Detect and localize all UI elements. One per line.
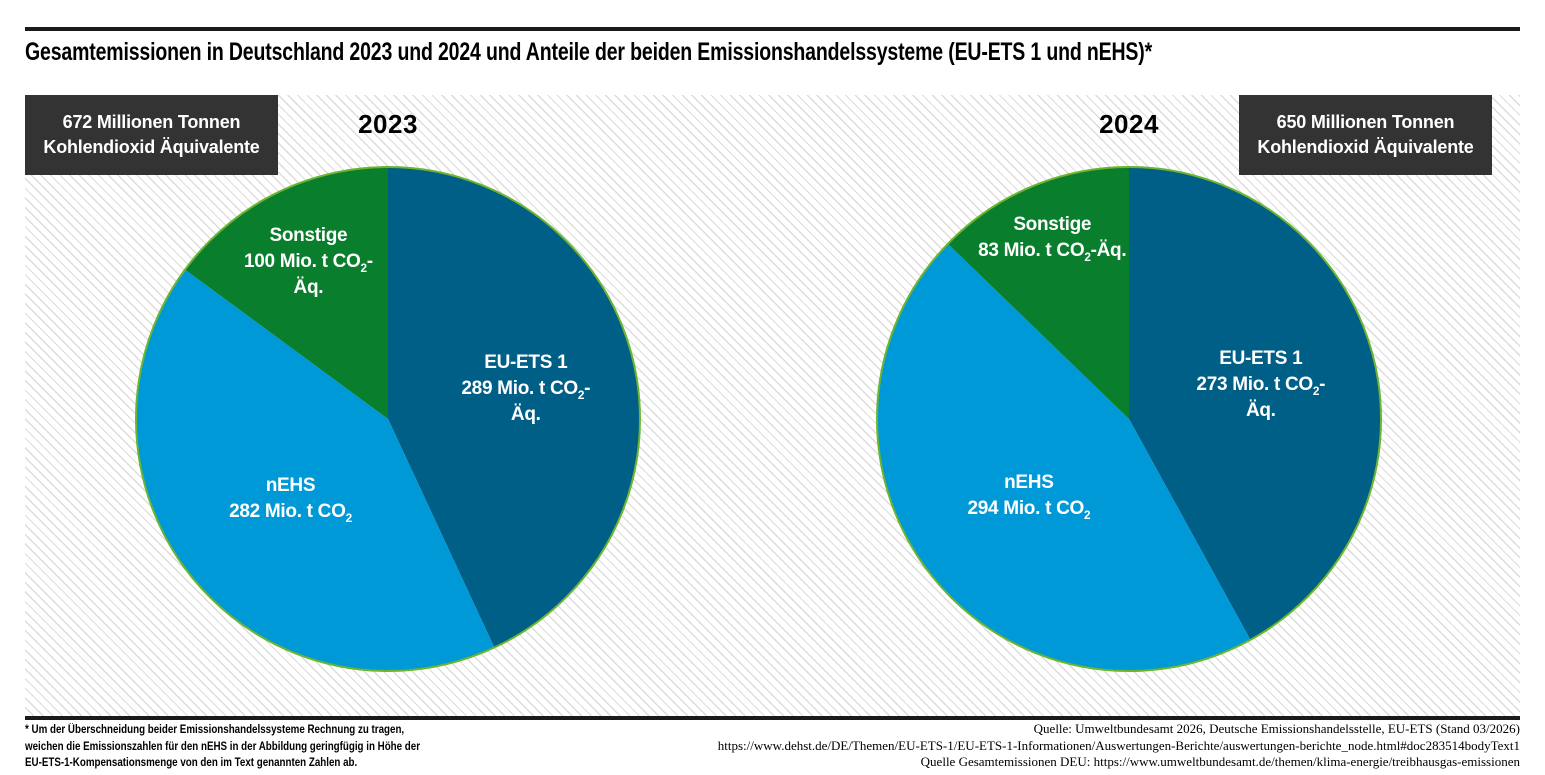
footnote: * Um der Überschneidung beider Emissions…: [25, 722, 420, 772]
pie-slice-sonstige-2023: [185, 167, 388, 419]
pie-slice-eu-ets-1-2023: [388, 167, 641, 648]
pie-slice-label-line: Äq.: [293, 276, 324, 298]
pie-slice-label-line: 294 Mio. t CO2: [967, 497, 1091, 522]
total-callout-2024-line1: 650 Millionen Tonnen: [1276, 112, 1455, 132]
footnote-line1: * Um der Überschneidung beider Emissions…: [25, 724, 405, 736]
total-callout-2023-line2: Kohlendioxid Äquivalente: [43, 137, 260, 157]
year-label-2023: 2023: [358, 109, 418, 139]
source-line3: Quelle Gesamtemissionen DEU: https://www…: [920, 754, 1520, 769]
pie-chart-2024: EU-ETS 1 273 Mio. t CO2- Äq. nEHS 294 Mio. t…: [873, 163, 1385, 675]
pie-slice-label-sonstige-2024: Sonstige 83 Mio. t CO2-Äq.: [978, 212, 1126, 264]
page-title: Gesamtemissionen in Deutschland 2023 und…: [25, 38, 1153, 66]
pie-slice-label-line: nEHS: [1004, 471, 1054, 493]
total-callout-2023: 672 Millionen Tonnen Kohlendioxid Äquiva…: [25, 95, 278, 175]
pie-outline-ring: [876, 166, 1382, 672]
pie-slice-label-line: EU-ETS 1: [1219, 348, 1303, 370]
pie-slice-label-line: 83 Mio. t CO2-Äq.: [978, 240, 1127, 264]
subscript-2: 2: [1084, 250, 1091, 264]
source-line1: Quelle: Umweltbundesamt 2026, Deutsche E…: [1033, 721, 1520, 736]
pie-slice-label-nehs-2023: nEHS 282 Mio. t CO2: [229, 473, 352, 525]
chart-area: 672 Millionen Tonnen Kohlendioxid Äquiva…: [25, 95, 1520, 720]
pie-slice-label-eu-ets-1-2024: EU-ETS 1 273 Mio. t CO2- Äq.: [1196, 346, 1325, 424]
pie-slice-label-line: Äq.: [510, 403, 541, 425]
subscript-2: 2: [345, 511, 353, 525]
subscript-2: 2: [577, 388, 585, 402]
source-attribution: Quelle: Umweltbundesamt 2026, Deutsche E…: [718, 721, 1520, 771]
pie-slice-label-sonstige-2023: Sonstige 100 Mio. t CO2- Äq.: [244, 223, 373, 301]
pie-slice-label-line: nEHS: [265, 474, 316, 496]
pie-slice-label-eu-ets-1-2023: EU-ETS 1 289 Mio. t CO2- Äq.: [461, 350, 590, 428]
pie-slice-label-nehs-2024: nEHS 294 Mio. t CO2: [968, 470, 1091, 522]
pie-svg-2023: [135, 166, 641, 672]
top-rule: [25, 27, 1520, 31]
pie-outline-ring: [135, 166, 641, 672]
pie-svg-2024: [876, 166, 1382, 672]
pie-slice-nehs-2024: [877, 243, 1251, 671]
source-line2: https://www.dehst.de/DE/Themen/EU-ETS-1/…: [717, 737, 1520, 753]
pie-slice-label-line: Sonstige: [1013, 214, 1092, 236]
subscript-2: 2: [1312, 384, 1320, 398]
footnote-line3: EU-ETS-1-Kompensationsmenge von den im T…: [25, 757, 358, 769]
total-callout-2024-line2: Kohlendioxid Äquivalente: [1257, 137, 1474, 157]
pie-slice-label-line: 289 Mio. t CO2-: [461, 377, 591, 402]
pie-slice-sonstige-2024: [947, 167, 1129, 419]
subscript-2: 2: [360, 261, 367, 275]
pie-slice-eu-ets-1-2024: [1129, 167, 1381, 640]
pie-slice-label-line: 282 Mio. t CO2: [229, 500, 353, 525]
pie-slice-label-line: 273 Mio. t CO2-: [1196, 374, 1326, 398]
pie-chart-2023: EU-ETS 1 289 Mio. t CO2- Äq. nEHS 282 Mio. t…: [132, 163, 644, 675]
year-label-2024: 2024: [1099, 109, 1159, 139]
footnote-line2: weichen die Emissionszahlen für den nEHS…: [25, 740, 421, 753]
total-callout-2023-line1: 672 Millionen Tonnen: [62, 112, 241, 132]
total-callout-2024: 650 Millionen Tonnen Kohlendioxid Äquiva…: [1239, 95, 1492, 175]
pie-slice-label-line: Äq.: [1245, 400, 1276, 422]
pie-slice-label-line: EU-ETS 1: [484, 351, 568, 373]
subscript-2: 2: [1083, 508, 1091, 522]
pie-slice-nehs-2023: [135, 269, 495, 672]
pie-slice-label-line: 100 Mio. t CO2-: [244, 250, 373, 275]
pie-slice-label-line: Sonstige: [269, 224, 348, 246]
